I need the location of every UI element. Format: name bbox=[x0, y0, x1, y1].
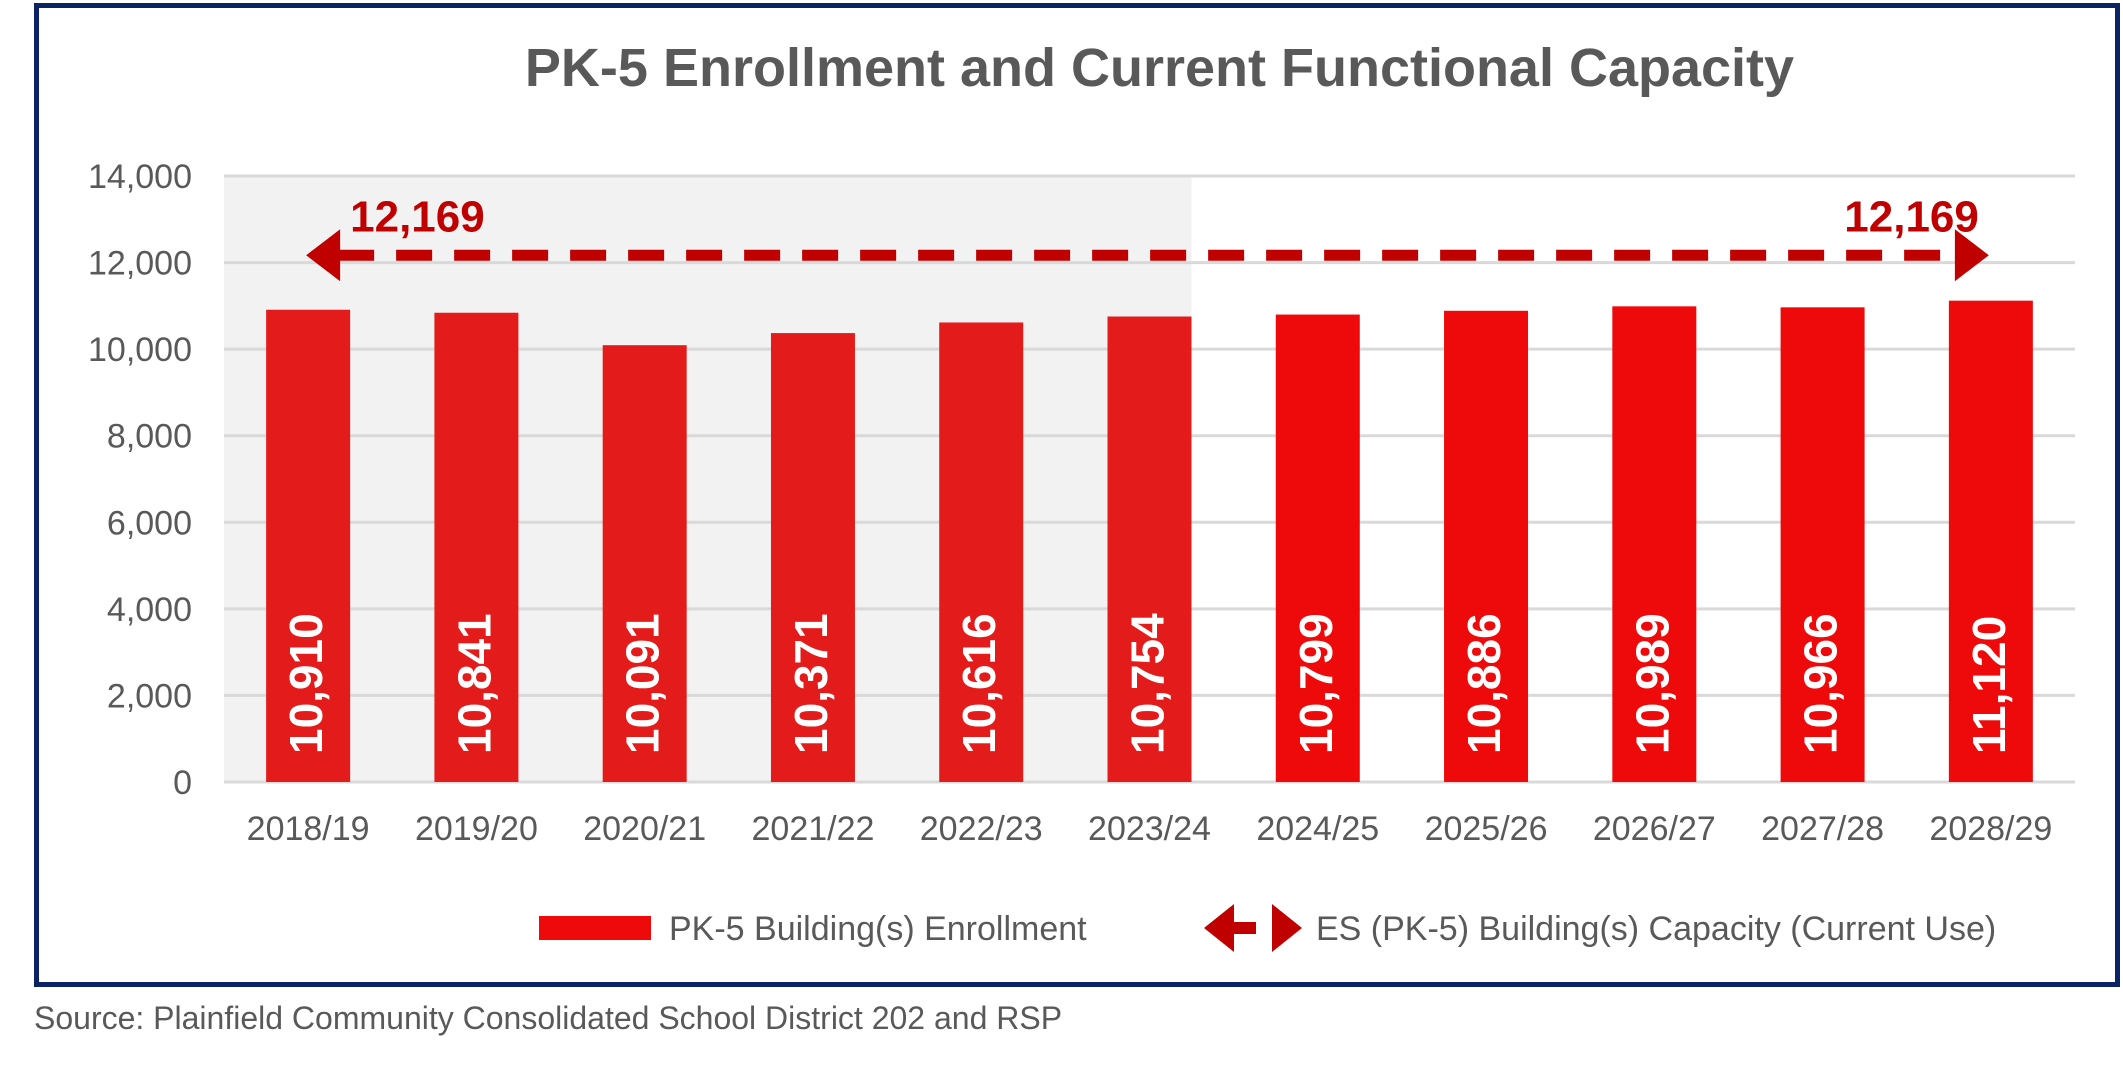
x-tick-label: 2020/21 bbox=[583, 810, 706, 848]
bar bbox=[1275, 314, 1360, 782]
bar-data-label: 10,799 bbox=[1290, 613, 1342, 754]
capacity-label-right: 12,169 bbox=[1844, 192, 1979, 241]
capacity-label-left: 12,169 bbox=[350, 192, 485, 241]
x-tick-label: 2024/25 bbox=[1256, 810, 1379, 848]
y-tick-label: 14,000 bbox=[88, 158, 192, 196]
bar-data-label: 10,966 bbox=[1795, 613, 1847, 754]
chart-svg: PK-5 Enrollment and Current Functional C… bbox=[88, 38, 2075, 952]
y-tick-label: 12,000 bbox=[88, 245, 192, 283]
x-tick-label: 2022/23 bbox=[920, 810, 1043, 848]
bar bbox=[1612, 306, 1697, 782]
bar-data-label: 10,989 bbox=[1626, 613, 1678, 754]
x-tick-label: 2018/19 bbox=[247, 810, 370, 848]
bar bbox=[1107, 316, 1192, 782]
x-tick-label: 2019/20 bbox=[415, 810, 538, 848]
legend-label-enrollment: PK-5 Building(s) Enrollment bbox=[669, 910, 1087, 948]
capacity-arrowhead-right bbox=[1954, 229, 1989, 282]
legend-swatch-enrollment bbox=[539, 916, 651, 940]
bar bbox=[1444, 310, 1529, 782]
bar-data-label: 10,371 bbox=[785, 613, 837, 754]
source-note: Source: Plainfield Community Consolidate… bbox=[34, 1000, 1063, 1036]
y-tick-label: 6,000 bbox=[107, 504, 192, 542]
bar-data-label: 10,616 bbox=[953, 613, 1005, 754]
bar-data-label: 10,841 bbox=[448, 613, 500, 754]
y-tick-label: 10,000 bbox=[88, 331, 192, 369]
x-tick-label: 2028/29 bbox=[1929, 810, 2052, 848]
bar-data-label: 10,754 bbox=[1122, 613, 1174, 754]
legend-dash-icon bbox=[1232, 922, 1256, 934]
bar bbox=[770, 333, 855, 782]
bar bbox=[939, 322, 1024, 782]
capacity-arrowhead-left bbox=[306, 229, 341, 282]
bar bbox=[434, 312, 519, 782]
y-tick-label: 4,000 bbox=[107, 591, 192, 629]
historical-shading bbox=[224, 176, 1192, 782]
bar-data-label: 10,886 bbox=[1458, 613, 1510, 754]
x-tick-label: 2026/27 bbox=[1593, 810, 1716, 848]
bar-data-label: 11,120 bbox=[1963, 616, 2015, 754]
legend-label-capacity: ES (PK-5) Building(s) Capacity (Current … bbox=[1316, 910, 1996, 948]
x-tick-label: 2027/28 bbox=[1761, 810, 1884, 848]
y-tick-label: 2,000 bbox=[107, 677, 192, 715]
legend-arrow-right-icon bbox=[1272, 904, 1302, 952]
chart-title: PK-5 Enrollment and Current Functional C… bbox=[525, 38, 1794, 98]
bar-data-label: 10,091 bbox=[617, 613, 669, 754]
chart-frame: PK-5 Enrollment and Current Functional C… bbox=[34, 3, 2120, 987]
bar bbox=[1948, 300, 2033, 782]
y-tick-label: 8,000 bbox=[107, 418, 192, 456]
x-tick-label: 2023/24 bbox=[1088, 810, 1211, 848]
legend-arrow-left-icon bbox=[1204, 904, 1234, 952]
bar-data-label: 10,910 bbox=[280, 613, 332, 754]
y-tick-label: 0 bbox=[173, 764, 192, 802]
x-tick-label: 2025/26 bbox=[1425, 810, 1548, 848]
bar bbox=[1780, 307, 1865, 782]
x-tick-label: 2021/22 bbox=[752, 810, 875, 848]
bar bbox=[602, 345, 687, 782]
bar bbox=[266, 309, 351, 782]
